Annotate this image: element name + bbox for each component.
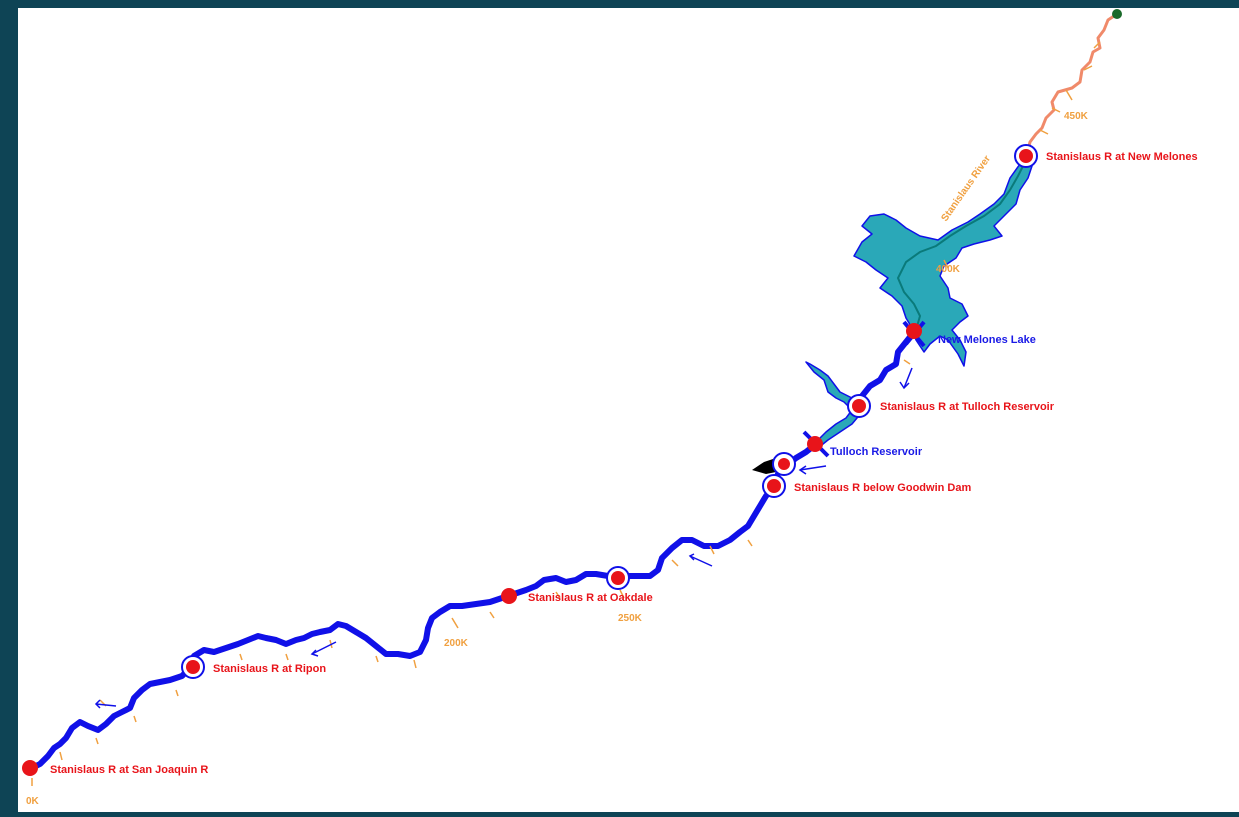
reservoir-node-tulloch[interactable] xyxy=(807,436,823,452)
gauge-label-san-joaquin: Stanislaus R at San Joaquin R xyxy=(50,764,208,776)
gauge-label-tulloch: Stanislaus R at Tulloch Reservoir xyxy=(880,401,1055,413)
main-river-ticks xyxy=(31,259,949,786)
gauge-label-oakdale: Stanislaus R at Oakdale xyxy=(528,592,653,604)
river-source-node[interactable] xyxy=(1112,9,1122,19)
reservoir-node-new-melones[interactable] xyxy=(906,323,922,339)
reservoir-label-new-melones: New Melones Lake xyxy=(938,334,1036,346)
mileage-label-450k: 450K xyxy=(1064,111,1089,122)
reservoir-label-tulloch: Tulloch Reservoir xyxy=(830,446,923,458)
mileage-label-400k: 400K xyxy=(936,264,961,275)
new-melones-channel xyxy=(896,159,1027,331)
upper-river-reach xyxy=(1026,12,1118,151)
gauge-label-ripon: Stanislaus R at Ripon xyxy=(213,663,326,675)
mileage-label-0k: 0K xyxy=(26,796,40,807)
gauge-oakdale-upper-marker[interactable] xyxy=(606,566,630,590)
gauge-tulloch-marker[interactable] xyxy=(847,394,871,418)
gauge-goodwin-marker[interactable] xyxy=(762,474,786,498)
river-schematic-map[interactable]: Stanislaus R at New Melones Stanislaus R… xyxy=(18,8,1239,812)
gauge-oakdale-marker[interactable] xyxy=(501,588,517,604)
gauge-new-melones-marker[interactable] xyxy=(1014,144,1038,168)
gauge-san-joaquin-marker[interactable] xyxy=(22,760,38,776)
gauge-label-goodwin: Stanislaus R below Goodwin Dam xyxy=(794,482,971,494)
map-canvas: Stanislaus R at New Melones Stanislaus R… xyxy=(22,9,1198,807)
gauge-ripon-marker[interactable] xyxy=(181,655,205,679)
flow-arrows xyxy=(94,367,913,709)
upper-river-ticks xyxy=(1039,41,1101,135)
mileage-label-250k: 250K xyxy=(618,613,643,624)
gauge-goodwin-upper-marker[interactable] xyxy=(772,452,796,476)
main-river-lower xyxy=(30,441,818,771)
gauge-label-new-melones: Stanislaus R at New Melones xyxy=(1046,151,1198,163)
mileage-label-200k: 200K xyxy=(444,638,469,649)
river-reach-melones-to-tulloch xyxy=(855,330,917,406)
